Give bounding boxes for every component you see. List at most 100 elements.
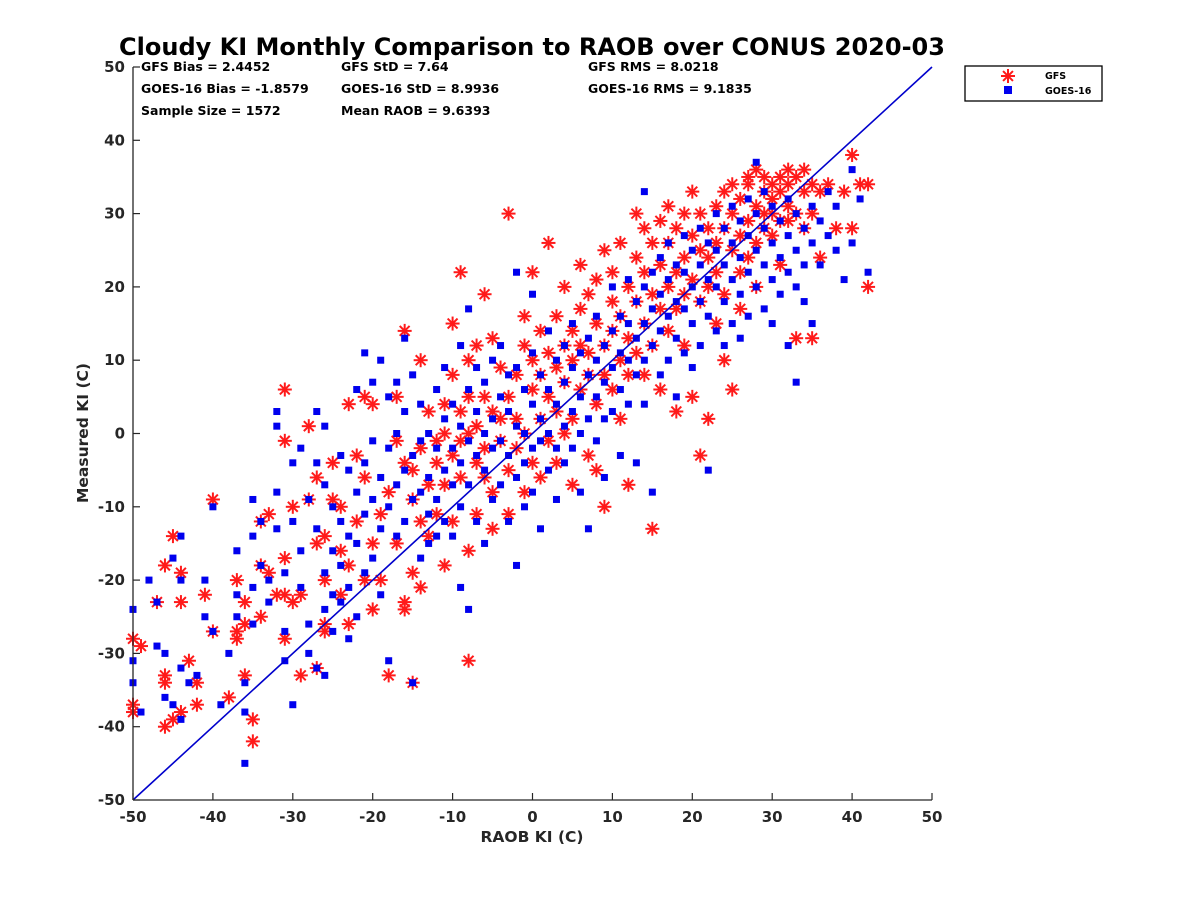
gfs-point (549, 455, 564, 470)
gfs-point (565, 323, 580, 338)
goes-point (680, 268, 688, 276)
goes-point (497, 481, 505, 489)
gfs-point (445, 316, 460, 331)
goes-point (560, 378, 568, 386)
goes-point (281, 569, 289, 577)
goes-point (177, 532, 185, 540)
gfs-point (413, 580, 428, 595)
gfs-point (245, 734, 260, 749)
goes-point (257, 517, 265, 525)
goes-point (521, 503, 529, 511)
goes-point (249, 495, 257, 503)
goes-point (281, 627, 289, 635)
goes-point (273, 488, 281, 496)
goes-point (441, 466, 449, 474)
gfs-point (605, 382, 620, 397)
gfs-point (701, 411, 716, 426)
gfs-point (573, 301, 588, 316)
goes-point (529, 290, 536, 298)
goes-point (760, 305, 768, 313)
goes-point (672, 261, 680, 269)
goes-point (489, 495, 497, 503)
gfs-point (589, 397, 604, 412)
goes-point (529, 349, 536, 357)
goes-point (640, 400, 648, 408)
goes-point (265, 576, 273, 584)
goes-point (329, 591, 337, 599)
gfs-point (781, 177, 796, 192)
goes-point (353, 488, 361, 496)
goes-point (760, 188, 768, 196)
gfs-point (133, 639, 148, 654)
goes-point (481, 430, 489, 437)
gfs-point (285, 499, 300, 514)
goes-point (529, 400, 536, 408)
goes-point (369, 495, 377, 503)
goes-point (696, 224, 704, 232)
goes-point (513, 422, 521, 430)
goes-point (409, 679, 417, 687)
goes-point (752, 158, 760, 166)
gfs-point (413, 514, 428, 529)
gfs-point (789, 331, 804, 346)
goes-point (441, 517, 449, 525)
goes-point (209, 627, 217, 635)
goes-point (616, 386, 624, 394)
goes-point (768, 239, 776, 247)
gfs-point (365, 397, 380, 412)
goes-point (529, 444, 536, 452)
goes-point (425, 430, 433, 437)
goes-point (529, 488, 536, 496)
goes-point (544, 466, 552, 474)
goes-point (624, 320, 632, 328)
goes-point (736, 334, 744, 342)
goes-point (497, 437, 505, 445)
gfs-rms-text: GFS RMS = 8.0218 (588, 59, 719, 74)
gfs-point (157, 719, 172, 734)
goes-point (600, 342, 608, 350)
goes-point (289, 701, 297, 709)
goes-point (568, 408, 576, 416)
goes-point (696, 298, 704, 306)
gfs-bias-text: GFS Bias = 2.4452 (141, 59, 270, 74)
goes-point (792, 378, 800, 386)
gfs-point (589, 463, 604, 478)
goes-point (752, 246, 760, 254)
goes-point (784, 268, 792, 276)
gfs-point (493, 360, 508, 375)
goes-point (816, 261, 824, 269)
gfs-point (341, 397, 356, 412)
gfs-point (277, 382, 292, 397)
y-tick-label: 20 (104, 278, 125, 296)
x-tick-label: 20 (682, 808, 703, 826)
gfs-point (317, 529, 332, 544)
goes-point (433, 386, 441, 394)
goes-point (241, 708, 249, 716)
goes-point (473, 451, 481, 459)
gfs-point (549, 309, 564, 324)
goes-point (481, 539, 489, 547)
goes-point (153, 598, 161, 606)
goes-point (800, 224, 808, 232)
goes-point (361, 349, 369, 357)
goes-point (560, 342, 568, 350)
gfs-point (389, 433, 404, 448)
goes-point (273, 525, 281, 533)
x-axis-label: RAOB KI (C) (480, 828, 583, 846)
gfs-point (405, 463, 420, 478)
goes-point (784, 232, 792, 240)
goes-point (704, 239, 712, 247)
goes-point (305, 495, 313, 503)
goes-point (489, 444, 497, 452)
gfs-point (381, 668, 396, 683)
goes-point (345, 466, 353, 474)
gfs-point (261, 507, 276, 522)
gfs-point (605, 265, 620, 280)
gfs-point (157, 558, 172, 573)
gfs-point (709, 199, 724, 214)
goes-point (776, 290, 784, 298)
gfs-point (437, 397, 452, 412)
goes-point (776, 217, 784, 225)
goes-point (313, 525, 321, 533)
goes-point (536, 525, 544, 533)
